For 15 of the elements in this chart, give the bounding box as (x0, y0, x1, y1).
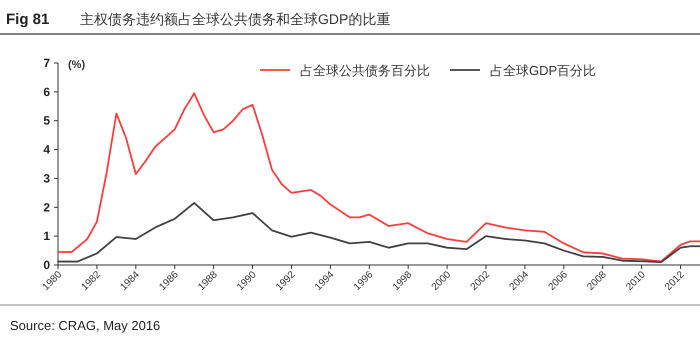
y-tick-label: 6 (43, 84, 50, 99)
chart-subtitle: 主权债务违约额占全球公共债务和全球GDP的比重 (80, 11, 390, 27)
legend-label: 占全球GDP百分比 (490, 63, 596, 78)
line-series (57, 92, 700, 262)
source-note: Source: CRAG, May 2016 (10, 318, 160, 333)
y-tick-label: 1 (43, 229, 50, 244)
legend-label: 占全球公共债务百分比 (300, 63, 430, 78)
chart-title: Fig 81 (6, 11, 50, 28)
y-tick-label: 3 (43, 171, 50, 186)
y-tick-label: 0 (43, 258, 50, 272)
y-tick-label: 5 (43, 114, 50, 128)
y-tick-label: 2 (43, 200, 50, 214)
y-tick-label: 7 (43, 56, 50, 70)
y-axis-title: (%) (68, 59, 86, 71)
y-tick-label: 4 (43, 142, 50, 157)
